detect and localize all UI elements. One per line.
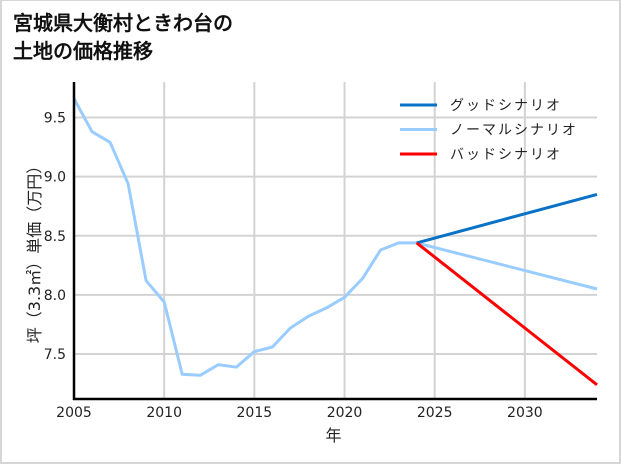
x-tick-label: 2010	[146, 405, 182, 421]
tick-labels: 2005 2010 2015 2020 2025 2030 7.5 8.0 8.5 9.0 9.5	[44, 110, 543, 421]
y-axis-label: 坪（3.3㎡）単価（万円）	[25, 158, 44, 343]
legend-label: ノーマルシナリオ	[450, 123, 578, 139]
x-tick-label: 2005	[56, 405, 92, 421]
data-series	[72, 97, 598, 386]
legend-label: バッドシナリオ	[450, 147, 562, 163]
series-line	[415, 241, 598, 386]
y-tick-label: 8.0	[44, 288, 66, 304]
x-tick-label: 2020	[327, 405, 363, 421]
legend-item: グッドシナリオ	[400, 98, 562, 114]
x-axis-label: 年	[325, 426, 341, 445]
x-tick-label: 2015	[237, 405, 273, 421]
y-tick-label: 8.5	[44, 229, 66, 245]
x-tick-label: 2025	[417, 405, 453, 421]
series-line	[72, 97, 598, 377]
y-tick-label: 7.5	[44, 347, 66, 363]
legend-item: ノーマルシナリオ	[400, 123, 578, 139]
chart-title: 宮城県大衡村ときわ台の 土地の価格推移	[13, 11, 233, 63]
series-line	[416, 192, 598, 245]
gridlines	[74, 82, 597, 399]
legend-item: バッドシナリオ	[400, 147, 562, 163]
y-tick-label: 9.0	[44, 170, 66, 186]
axes	[72, 82, 597, 401]
x-tick-label: 2030	[507, 405, 543, 421]
y-tick-label: 9.5	[44, 110, 66, 126]
legend-label: グッドシナリオ	[450, 98, 562, 114]
